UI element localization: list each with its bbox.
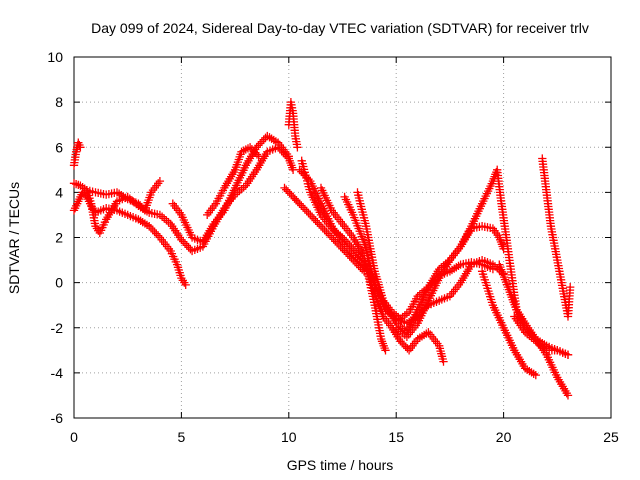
- y-axis-label: SDTVAR / TECUs: [6, 182, 22, 294]
- y-tick-label: -4: [51, 365, 64, 381]
- data-point: [155, 176, 165, 186]
- chart-title: Day 099 of 2024, Sidereal Day-to-day VTE…: [91, 20, 589, 36]
- series-track-5: [168, 131, 293, 247]
- x-axis-label: GPS time / hours: [287, 457, 394, 473]
- y-tick-label: 8: [55, 94, 63, 110]
- x-tick-label: 20: [496, 429, 512, 445]
- series-track-2: [69, 138, 85, 170]
- data-point: [292, 196, 301, 205]
- data-point: [76, 143, 85, 152]
- y-tick-label: 4: [55, 184, 63, 200]
- y-tick-label: 10: [47, 49, 63, 65]
- y-tick-label: -6: [51, 410, 64, 426]
- data-point: [566, 282, 575, 292]
- series-track-19: [538, 154, 575, 321]
- series-track-1: [69, 188, 190, 290]
- data-point: [563, 350, 573, 359]
- data-point: [381, 346, 390, 355]
- y-tick-label: 6: [55, 139, 63, 155]
- series-track-18: [510, 312, 573, 359]
- data-point: [293, 143, 302, 152]
- data-point: [563, 391, 573, 400]
- data-point: [254, 152, 263, 161]
- x-tick-label: 25: [603, 429, 619, 445]
- data-point: [488, 264, 498, 274]
- data-series-layer: [69, 97, 575, 400]
- x-tick-label: 5: [178, 429, 186, 445]
- series-track-16: [477, 267, 540, 380]
- series-track-7: [284, 97, 302, 152]
- data-point: [531, 370, 540, 380]
- data-point: [181, 280, 190, 290]
- data-point: [439, 357, 448, 366]
- x-tick-label: 15: [388, 429, 404, 445]
- x-tick-label: 0: [70, 429, 78, 445]
- series-track-6: [203, 143, 263, 220]
- data-point: [362, 265, 372, 275]
- x-tick-label: 10: [281, 429, 297, 445]
- y-tick-label: -2: [51, 320, 64, 336]
- data-point: [293, 197, 303, 207]
- data-point: [284, 152, 293, 161]
- data-point: [290, 194, 299, 203]
- tick-layer: 0 5 10 15 20 25 -6 -4 -2 0 2 4 6 8 10: [47, 49, 619, 445]
- y-tick-label: 2: [55, 230, 63, 246]
- data-point: [288, 192, 298, 202]
- y-tick-label: 0: [55, 275, 63, 291]
